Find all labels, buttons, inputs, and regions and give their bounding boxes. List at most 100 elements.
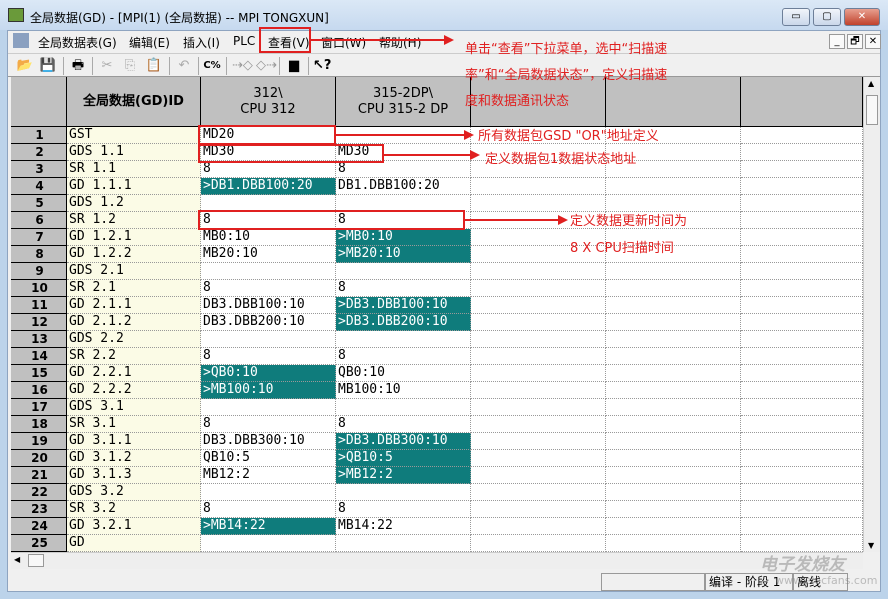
- gd-id-cell[interactable]: SR 2.2: [67, 348, 201, 365]
- row-header[interactable]: 16: [11, 382, 67, 399]
- gd-id-cell[interactable]: GD 3.1.1: [67, 433, 201, 450]
- row-header[interactable]: 5: [11, 195, 67, 212]
- table-cell[interactable]: [606, 280, 741, 297]
- table-cell[interactable]: MB20:10: [201, 246, 336, 263]
- table-cell[interactable]: [201, 484, 336, 501]
- table-cell[interactable]: >DB1.DBB100:20: [201, 178, 336, 195]
- scroll-left-icon[interactable]: ◀: [14, 555, 21, 564]
- row-header[interactable]: 11: [11, 297, 67, 314]
- table-cell[interactable]: 8: [336, 501, 471, 518]
- close-button[interactable]: ✕: [844, 8, 880, 26]
- table-cell[interactable]: [741, 127, 863, 144]
- table-cell[interactable]: [606, 467, 741, 484]
- table-cell[interactable]: [741, 416, 863, 433]
- table-cell[interactable]: [336, 331, 471, 348]
- gd-id-cell[interactable]: GD: [67, 535, 201, 552]
- table-cell[interactable]: 8: [201, 348, 336, 365]
- row-header[interactable]: 19: [11, 433, 67, 450]
- table-cell[interactable]: [606, 212, 741, 229]
- gd-id-cell[interactable]: GDS 1.1: [67, 144, 201, 161]
- table-cell[interactable]: [201, 331, 336, 348]
- table-cell[interactable]: [606, 263, 741, 280]
- table-cell[interactable]: [741, 246, 863, 263]
- paste-icon[interactable]: 📋: [145, 58, 163, 73]
- monitor-icon[interactable]: ▆: [289, 58, 299, 73]
- table-cell[interactable]: [471, 178, 606, 195]
- table-cell[interactable]: [471, 280, 606, 297]
- send-icon[interactable]: ⇢◇: [232, 58, 253, 73]
- gd-id-cell[interactable]: GD 3.1.3: [67, 467, 201, 484]
- gd-id-cell[interactable]: GD 1.2.1: [67, 229, 201, 246]
- menu-window[interactable]: 窗口(W): [321, 36, 367, 50]
- gd-id-cell[interactable]: GD 2.1.2: [67, 314, 201, 331]
- scroll-thumb[interactable]: [866, 95, 878, 125]
- table-cell[interactable]: >QB0:10: [201, 365, 336, 382]
- scroll-down-icon[interactable]: ▼: [868, 541, 875, 550]
- table-cell[interactable]: [336, 484, 471, 501]
- table-cell[interactable]: [471, 229, 606, 246]
- table-cell[interactable]: [471, 450, 606, 467]
- row-header[interactable]: 9: [11, 263, 67, 280]
- table-cell[interactable]: [741, 535, 863, 552]
- column-header-gd-id[interactable]: 全局数据(GD)ID: [67, 77, 201, 127]
- table-cell[interactable]: >MB100:10: [201, 382, 336, 399]
- undo-icon[interactable]: ↶: [178, 58, 190, 73]
- row-header[interactable]: 1: [11, 127, 67, 144]
- table-cell[interactable]: [471, 263, 606, 280]
- vertical-scrollbar[interactable]: ▲ ▼: [863, 77, 880, 552]
- save-icon[interactable]: 💾: [39, 58, 57, 73]
- table-cell[interactable]: [741, 195, 863, 212]
- table-cell[interactable]: [471, 467, 606, 484]
- table-cell[interactable]: [336, 263, 471, 280]
- menu-view[interactable]: 查看(V): [268, 36, 310, 50]
- table-cell[interactable]: [606, 178, 741, 195]
- row-header[interactable]: 13: [11, 331, 67, 348]
- table-cell[interactable]: [471, 331, 606, 348]
- row-header[interactable]: 10: [11, 280, 67, 297]
- row-header[interactable]: 21: [11, 467, 67, 484]
- table-cell[interactable]: 8: [201, 161, 336, 178]
- table-cell[interactable]: [741, 144, 863, 161]
- column-header-empty[interactable]: [606, 77, 741, 127]
- table-cell[interactable]: [606, 416, 741, 433]
- table-cell[interactable]: [606, 144, 741, 161]
- row-header[interactable]: 24: [11, 518, 67, 535]
- table-cell[interactable]: 8: [336, 416, 471, 433]
- table-cell[interactable]: QB0:10: [336, 365, 471, 382]
- open-icon[interactable]: 📂: [16, 58, 34, 73]
- table-cell[interactable]: [471, 501, 606, 518]
- gd-id-cell[interactable]: SR 3.1: [67, 416, 201, 433]
- table-cell[interactable]: [741, 297, 863, 314]
- table-cell[interactable]: [471, 161, 606, 178]
- table-cell[interactable]: [471, 212, 606, 229]
- table-cell[interactable]: [741, 450, 863, 467]
- gd-id-cell[interactable]: GD 3.2.1: [67, 518, 201, 535]
- table-cell[interactable]: MB0:10: [201, 229, 336, 246]
- print-icon[interactable]: 🖶: [71, 58, 85, 73]
- gd-id-cell[interactable]: GDS 2.2: [67, 331, 201, 348]
- table-cell[interactable]: [741, 467, 863, 484]
- menu-plc[interactable]: PLC: [233, 34, 256, 48]
- table-cell[interactable]: DB3.DBB300:10: [201, 433, 336, 450]
- horizontal-scrollbar[interactable]: ◀: [11, 552, 863, 569]
- row-header[interactable]: 23: [11, 501, 67, 518]
- table-cell[interactable]: [201, 263, 336, 280]
- table-cell[interactable]: MB12:2: [201, 467, 336, 484]
- column-header-empty[interactable]: [471, 77, 606, 127]
- table-cell[interactable]: >MB14:22: [201, 518, 336, 535]
- table-cell[interactable]: [471, 365, 606, 382]
- table-cell[interactable]: [201, 535, 336, 552]
- table-cell[interactable]: [741, 280, 863, 297]
- row-header[interactable]: 14: [11, 348, 67, 365]
- row-header[interactable]: 4: [11, 178, 67, 195]
- table-cell[interactable]: [606, 535, 741, 552]
- column-header-cpu315[interactable]: 315-2DP\ CPU 315-2 DP: [336, 77, 471, 127]
- table-cell[interactable]: [471, 484, 606, 501]
- gd-id-cell[interactable]: GST: [67, 127, 201, 144]
- table-cell[interactable]: >QB10:5: [336, 450, 471, 467]
- compile-icon[interactable]: C%: [203, 60, 221, 71]
- table-cell[interactable]: 8: [201, 501, 336, 518]
- table-cell[interactable]: [606, 484, 741, 501]
- table-cell[interactable]: [606, 501, 741, 518]
- table-cell[interactable]: >MB12:2: [336, 467, 471, 484]
